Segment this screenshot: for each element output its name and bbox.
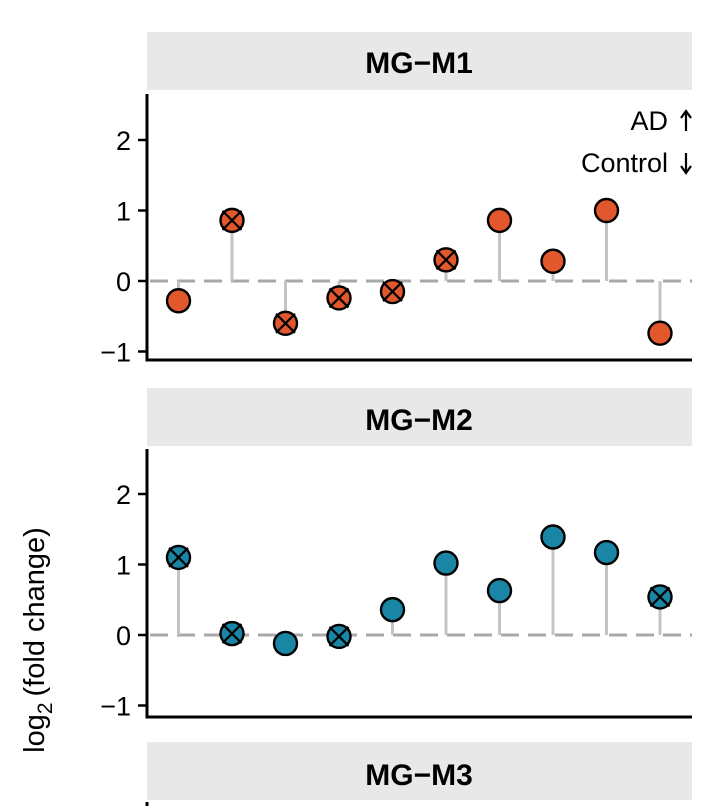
y-tick-label: 0 <box>116 267 131 297</box>
legend-down-label: Control <box>581 148 668 178</box>
cross-mark-icon <box>328 287 350 309</box>
data-point <box>540 524 566 550</box>
y-tick-label: −1 <box>100 338 131 368</box>
panel-mg-m2: MG−M2 −1 0 1 2 <box>100 388 692 722</box>
data-point <box>593 197 620 224</box>
cross-mark-icon <box>435 249 457 271</box>
cross-mark-icon <box>275 313 296 334</box>
data-point <box>486 207 513 234</box>
direction-legend: AD Control <box>581 106 692 178</box>
cross-mark-icon <box>328 626 350 647</box>
y-ticks-m1: −1 0 1 2 <box>100 126 147 368</box>
data-point <box>165 288 192 314</box>
y-axis-label: log2 (fold change) <box>19 527 57 753</box>
data-point <box>593 539 620 566</box>
y-ticks-m2: −1 0 1 2 <box>100 480 147 722</box>
y-tick-label: −1 <box>100 692 131 722</box>
y-axis-label-suffix: (fold change) <box>19 527 51 696</box>
data-point <box>486 577 513 604</box>
points-m1 <box>165 197 673 346</box>
strip-title-m2: MG−M2 <box>365 404 473 437</box>
y-axis-label-prefix: log <box>19 714 51 753</box>
data-point <box>433 550 459 576</box>
strip-background-m3 <box>147 742 692 800</box>
cross-mark-icon <box>221 210 243 231</box>
data-point <box>647 320 673 346</box>
arrow-down-icon <box>680 153 692 175</box>
cross-mark-icon <box>649 586 671 608</box>
arrow-up-icon <box>680 109 692 131</box>
strip-background-m1 <box>147 32 692 90</box>
y-tick-label: 2 <box>116 480 131 510</box>
data-point <box>379 596 406 623</box>
svg-text:log2(fold change): log2 (fold change) <box>19 527 57 753</box>
y-tick-label: 1 <box>116 197 131 227</box>
cross-mark-icon <box>168 547 189 568</box>
strip-background-m2 <box>147 388 692 446</box>
strip-title-m1: MG−M1 <box>365 47 473 80</box>
y-axis-label-subscript: 2 <box>34 702 57 714</box>
data-point <box>540 248 566 274</box>
panel-mg-m1: MG−M1 −1 0 1 2 AD Control <box>100 32 692 368</box>
points-m2 <box>165 524 673 657</box>
y-tick-label: 0 <box>116 621 131 651</box>
cross-mark-icon <box>221 623 243 644</box>
y-tick-label: 2 <box>116 126 131 156</box>
strip-title-m3: MG−M3 <box>365 759 473 792</box>
cross-mark-icon <box>382 281 403 302</box>
y-tick-label: 1 <box>116 551 131 581</box>
panel-mg-m3: MG−M3 <box>145 742 692 806</box>
legend-up-label: AD <box>630 106 668 136</box>
data-point <box>272 630 299 657</box>
